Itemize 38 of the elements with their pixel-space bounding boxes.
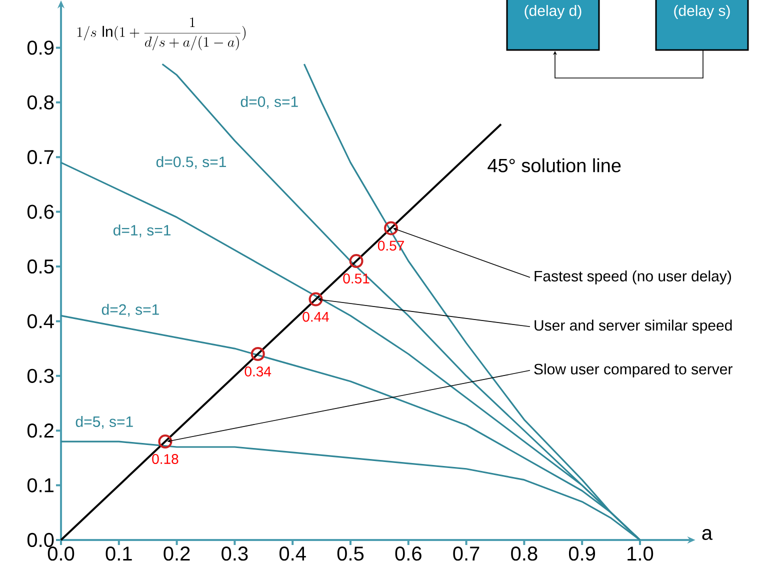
- y-tick-label: 0.2: [27, 424, 54, 438]
- annotation: (delay s): [674, 5, 730, 19]
- x-tick-label: 0.2: [164, 546, 190, 561]
- x-axis-title: a: [702, 529, 713, 540]
- annotation: Fastest speed (no user delay): [534, 270, 731, 284]
- series-label: d=0.5, s=1: [156, 156, 226, 169]
- x-tick-label: 0.1: [106, 546, 132, 561]
- data-label: 0.18: [152, 454, 178, 464]
- series-label: d=2, s=1: [102, 304, 159, 317]
- y-axis-title: $1/s\,\ln(1 + \frac{1}{d/s + a/(1-a)})$: [77, 17, 246, 50]
- annotation: Slow user compared to server: [534, 363, 732, 378]
- x-tick-label: 1.0: [628, 546, 654, 561]
- series-label: d=0, s=1: [240, 96, 298, 109]
- data-label: 0.51: [343, 274, 370, 284]
- x-tick-label: 0.6: [395, 546, 422, 561]
- y-tick-label: 0.7: [27, 150, 54, 164]
- data-label: 0.34: [244, 366, 272, 376]
- annotation: User and server similar speed: [534, 320, 732, 334]
- annotation: (delay d): [524, 5, 582, 19]
- x-tick-label: 0.5: [337, 546, 364, 561]
- y-tick-label: 0.3: [27, 368, 54, 383]
- x-tick-label: 0.4: [279, 546, 306, 561]
- y-tick-label: 0.5: [27, 259, 54, 274]
- y-tick-label: 0.0: [27, 532, 54, 548]
- series-label: 45° solution line: [488, 158, 621, 172]
- x-tick-label: 0.0: [48, 546, 74, 561]
- data-label: 0.44: [302, 312, 329, 322]
- series-label: d=5, s=1: [76, 416, 133, 429]
- y-tick-label: 0.6: [27, 204, 54, 219]
- x-tick-label: 0.9: [568, 546, 596, 561]
- series-label: d=1, s=1: [114, 224, 171, 238]
- y-tick-label: 0.4: [27, 314, 54, 328]
- x-tick-label: 0.8: [511, 546, 538, 561]
- y-tick-label: 0.1: [27, 478, 54, 492]
- y-tick-label: 0.8: [27, 95, 54, 110]
- y-tick-label: 0.9: [27, 40, 54, 55]
- x-tick-label: 0.7: [453, 546, 480, 561]
- x-tick-label: 0.3: [222, 546, 248, 561]
